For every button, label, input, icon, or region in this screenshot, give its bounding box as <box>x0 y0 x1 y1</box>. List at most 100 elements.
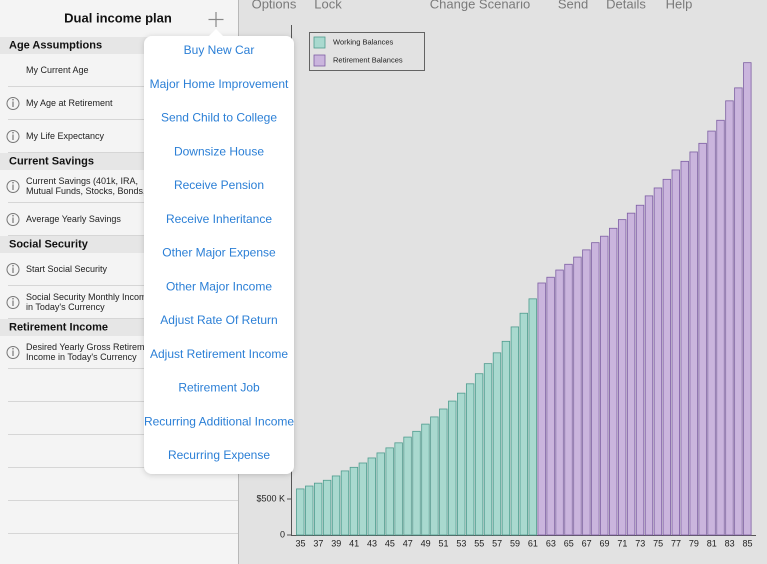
bar <box>555 269 564 536</box>
bar <box>582 249 591 536</box>
row-label: Mutual Funds, Stocks, Bonds, <box>26 186 146 196</box>
bar <box>394 442 403 536</box>
legend-swatch <box>313 36 326 49</box>
x-tick-label: 75 <box>653 538 663 548</box>
section-header: Current Savings <box>9 155 94 167</box>
bar <box>528 298 537 536</box>
bar <box>734 87 743 536</box>
row-label: Income in Today's Currency <box>26 352 137 362</box>
row-label: My Life Expectancy <box>26 131 105 141</box>
info-icon-dot[interactable] <box>12 98 14 101</box>
bar <box>305 485 314 536</box>
bar <box>439 408 448 536</box>
x-tick-label: 45 <box>385 538 395 548</box>
bar <box>537 282 546 536</box>
bar <box>680 160 689 536</box>
x-tick-label: 39 <box>331 538 341 548</box>
bar <box>501 340 511 536</box>
info-icon-dot[interactable] <box>12 181 14 184</box>
menu-item[interactable]: Recurring Additional Income <box>144 414 294 428</box>
bar <box>340 470 350 536</box>
menu-item[interactable]: Recurring Expense <box>168 448 270 462</box>
info-icon-dot[interactable] <box>12 347 14 350</box>
menu-item[interactable]: Adjust Rate Of Return <box>160 313 277 327</box>
toolbar-button[interactable]: Lock <box>314 0 342 11</box>
bar <box>591 242 600 536</box>
toolbar-button[interactable]: Details <box>606 0 646 11</box>
menu-item[interactable]: Receive Inheritance <box>166 212 272 226</box>
x-tick-label: 49 <box>421 538 431 548</box>
x-tick-label: 51 <box>439 538 449 548</box>
menu-item[interactable]: Receive Pension <box>174 178 264 192</box>
bar <box>313 482 323 536</box>
info-icon-dot[interactable] <box>12 214 14 217</box>
menu-item[interactable]: Retirement Job <box>178 381 260 395</box>
x-tick-label: 69 <box>599 538 609 548</box>
x-tick-label: 53 <box>456 538 466 548</box>
bar <box>322 479 332 536</box>
toolbar-button[interactable]: Help <box>666 0 693 11</box>
info-icon[interactable] <box>6 97 20 110</box>
x-tick-label: 71 <box>617 538 627 548</box>
legend-label: Retirement Balances <box>333 55 403 64</box>
menu-item[interactable]: Downsize House <box>174 144 264 158</box>
y-tick-label: $500 K <box>256 493 285 503</box>
x-tick-label: 37 <box>313 538 323 548</box>
x-tick-label: 65 <box>564 538 574 548</box>
row-label: Average Yearly Savings <box>26 214 121 224</box>
bar <box>617 219 627 536</box>
info-icon[interactable] <box>6 263 20 276</box>
bar <box>644 195 654 536</box>
bar <box>492 352 502 536</box>
bar <box>653 187 663 536</box>
x-tick-label: 67 <box>582 538 592 548</box>
bar <box>403 436 412 536</box>
bar <box>474 373 484 536</box>
legend-swatch <box>313 54 326 67</box>
bar <box>546 276 555 536</box>
info-icon-dot[interactable] <box>12 131 14 134</box>
bar <box>296 488 305 536</box>
info-icon[interactable] <box>6 213 20 226</box>
info-icon-dot[interactable] <box>12 264 14 267</box>
menu-item[interactable]: Other Major Expense <box>162 246 276 260</box>
menu-item[interactable]: Other Major Income <box>166 279 272 293</box>
x-tick-label: 55 <box>474 538 484 548</box>
x-tick-label: 57 <box>492 538 502 548</box>
toolbar-button[interactable]: Send <box>558 0 588 11</box>
row-label: My Age at Retirement <box>26 98 113 108</box>
sidebar-title: Dual income plan <box>64 10 172 25</box>
info-icon[interactable] <box>6 296 20 309</box>
info-icon[interactable] <box>6 130 20 143</box>
menu-item[interactable]: Send Child to College <box>161 111 277 125</box>
x-tick-label: 63 <box>546 538 556 548</box>
bar <box>412 430 421 536</box>
bar <box>385 447 394 536</box>
toolbar-button[interactable]: Change Scenario <box>430 0 530 11</box>
add-button[interactable] <box>208 12 224 27</box>
info-icon[interactable] <box>6 346 20 359</box>
x-tick-label: 61 <box>528 538 538 548</box>
bar <box>573 256 582 536</box>
menu-item[interactable]: Buy New Car <box>184 43 255 57</box>
toolbar-button[interactable]: Options <box>252 0 297 11</box>
row-label: Desired Yearly Gross Retireme <box>26 342 150 352</box>
info-icon-dot[interactable] <box>12 297 14 300</box>
bar <box>421 423 430 536</box>
menu-item[interactable]: Adjust Retirement Income <box>150 347 288 361</box>
section-header: Retirement Income <box>9 321 108 333</box>
bar <box>671 169 680 536</box>
x-tick-label: 85 <box>743 538 753 548</box>
x-tick-label: 43 <box>367 538 377 548</box>
bar <box>725 100 734 536</box>
bar <box>698 142 707 536</box>
row-label: Current Savings (401k, IRA, <box>26 176 138 186</box>
bar <box>626 212 636 536</box>
x-tick-label: 77 <box>671 538 681 548</box>
bar <box>376 452 385 536</box>
menu-item[interactable]: Major Home Improvement <box>150 77 289 91</box>
bar <box>600 235 609 536</box>
popup-arrow <box>208 29 224 37</box>
info-icon[interactable] <box>6 180 20 193</box>
bar <box>609 227 618 536</box>
